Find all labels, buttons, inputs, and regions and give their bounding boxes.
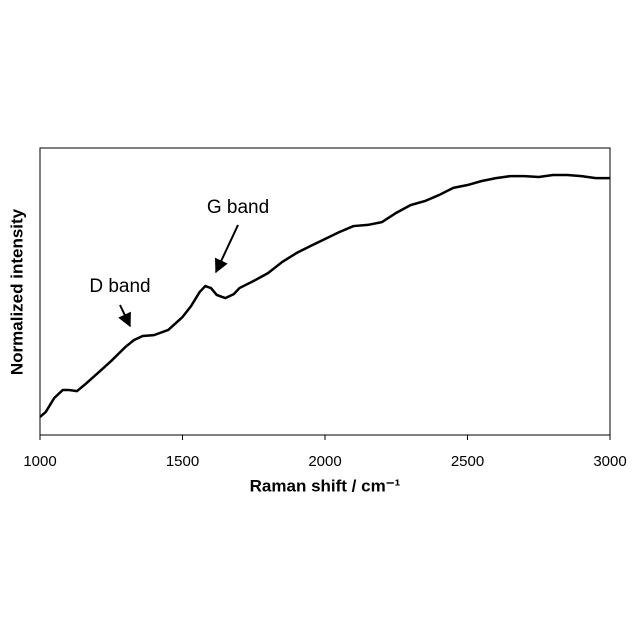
annotation: D band bbox=[89, 276, 150, 297]
x-tick-label: 1000 bbox=[23, 453, 56, 470]
x-tick-label: 3000 bbox=[593, 453, 626, 470]
x-axis-label: Raman shift / cm⁻¹ bbox=[250, 476, 401, 495]
x-tick-label: 2000 bbox=[308, 453, 341, 470]
annotation-arrow bbox=[216, 225, 238, 272]
annotation: G band bbox=[207, 197, 269, 218]
y-axis-label: Normalized intensity bbox=[7, 208, 26, 375]
annotation-arrow bbox=[120, 305, 130, 326]
x-tick-label: 2500 bbox=[451, 453, 484, 470]
x-tick-label: 1500 bbox=[166, 453, 199, 470]
chart: Raman shift / cm⁻¹ Normalized intensity … bbox=[0, 0, 640, 640]
